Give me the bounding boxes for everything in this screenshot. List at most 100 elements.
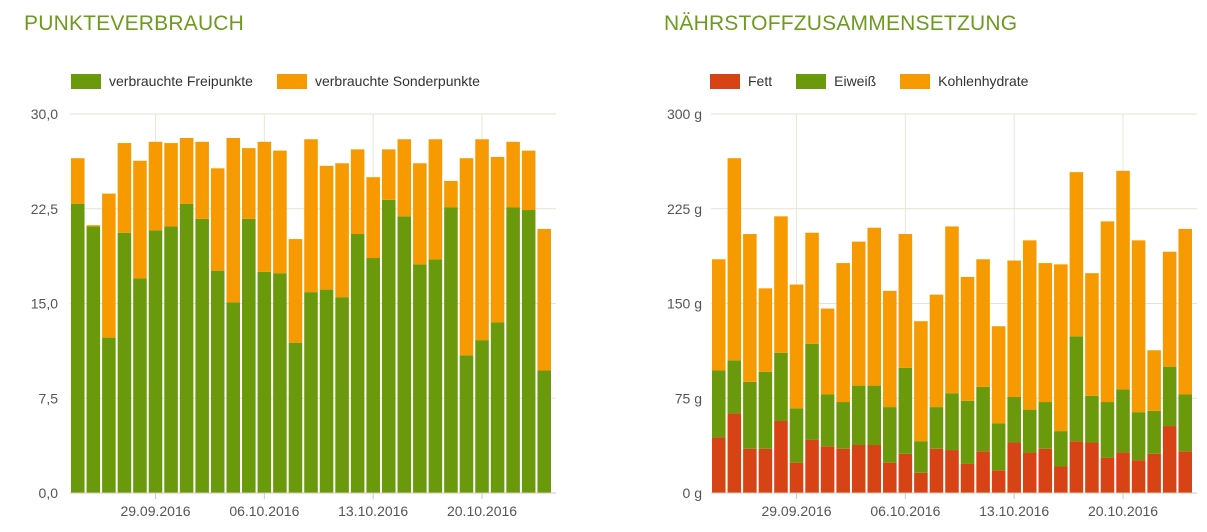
points-bar-base-segment[interactable] [521,210,536,493]
points-bar-base-segment[interactable] [537,370,551,493]
points-bar-stack-segment[interactable] [335,163,349,298]
nutrients-bar-stack-segment[interactable] [1022,240,1037,410]
nutrients-bar-stack-segment[interactable] [960,400,975,464]
nutrients-bar-stack-segment[interactable] [1147,410,1161,454]
nutrients-bar-base-segment[interactable] [1178,451,1192,493]
nutrients-bar-stack-segment[interactable] [851,241,866,386]
points-bar-stack-segment[interactable] [288,239,303,343]
points-bar-base-segment[interactable] [71,203,85,494]
points-bar-base-segment[interactable] [133,278,147,493]
nutrients-bar-stack-segment[interactable] [914,321,928,442]
nutrients-bar-base-segment[interactable] [727,413,742,493]
points-bar-stack-segment[interactable] [490,156,505,323]
nutrients-bar-base-segment[interactable] [789,462,804,493]
nutrients-bar-base-segment[interactable] [991,470,1006,493]
legend-item-free-points[interactable]: verbrauchte Freipunkte [71,73,253,89]
nutrients-bar-base-segment[interactable] [960,463,975,493]
points-bar-base-segment[interactable] [210,270,225,493]
nutrients-bar-base-segment[interactable] [1116,452,1130,493]
points-bar-stack-segment[interactable] [537,228,551,371]
points-bar-base-segment[interactable] [164,226,178,494]
nutrients-bar-stack-segment[interactable] [1178,394,1192,452]
points-bar-stack-segment[interactable] [304,139,318,293]
nutrients-bar-stack-segment[interactable] [1131,240,1146,413]
nutrients-bar-stack-segment[interactable] [1007,260,1021,397]
nutrients-bar-base-segment[interactable] [867,444,882,493]
nutrients-bar-base-segment[interactable] [774,420,788,493]
nutrients-bar-stack-segment[interactable] [1069,336,1084,442]
points-bar-stack-segment[interactable] [459,158,474,356]
points-bar-stack-segment[interactable] [381,149,396,200]
nutrients-bar-stack-segment[interactable] [867,227,882,386]
nutrients-bar-stack-segment[interactable] [851,385,866,445]
points-bar-stack-segment[interactable] [413,163,427,265]
nutrients-bar-stack-segment[interactable] [727,360,742,414]
nutrients-bar-stack-segment[interactable] [1085,273,1099,396]
points-bar-stack-segment[interactable] [257,141,272,272]
nutrients-bar-stack-segment[interactable] [820,308,835,395]
points-bar-base-segment[interactable] [304,292,318,493]
nutrients-bar-stack-segment[interactable] [758,288,773,372]
nutrients-bar-base-segment[interactable] [1085,442,1099,493]
nutrients-bar-stack-segment[interactable] [1022,409,1037,453]
nutrients-bar-base-segment[interactable] [820,446,835,493]
nutrients-bar-base-segment[interactable] [914,472,928,493]
nutrients-bar-stack-segment[interactable] [805,232,819,344]
nutrients-bar-stack-segment[interactable] [898,234,913,368]
nutrients-bar-stack-segment[interactable] [1069,172,1084,337]
nutrients-bar-base-segment[interactable] [851,444,866,493]
nutrients-bar-stack-segment[interactable] [960,276,975,401]
nutrients-bar-stack-segment[interactable] [805,343,819,440]
nutrients-bar-stack-segment[interactable] [789,408,804,463]
points-bar-base-segment[interactable] [413,264,427,493]
points-bar-base-segment[interactable] [444,207,458,493]
nutrients-bar-stack-segment[interactable] [1162,251,1177,367]
nutrients-bar-stack-segment[interactable] [1147,350,1161,411]
nutrients-bar-stack-segment[interactable] [883,290,897,408]
nutrients-bar-base-segment[interactable] [1147,453,1161,493]
nutrients-bar-stack-segment[interactable] [1162,366,1177,427]
nutrients-bar-stack-segment[interactable] [1054,264,1068,432]
points-bar-stack-segment[interactable] [366,177,380,259]
legend-item-protein[interactable]: Eiweiß [796,73,876,89]
points-bar-base-segment[interactable] [366,258,380,493]
points-bar-stack-segment[interactable] [226,138,241,303]
nutrients-bar-stack-segment[interactable] [1116,389,1130,453]
nutrients-bar-stack-segment[interactable] [976,386,990,452]
points-bar-base-segment[interactable] [195,218,209,493]
nutrients-bar-stack-segment[interactable] [883,407,897,463]
nutrients-bar-base-segment[interactable] [712,437,726,493]
points-bar-base-segment[interactable] [257,271,272,493]
points-bar-stack-segment[interactable] [428,139,443,260]
nutrients-bar-stack-segment[interactable] [789,284,804,409]
legend-item-carbs[interactable]: Kohlenhydrate [900,73,1028,89]
points-bar-stack-segment[interactable] [117,143,132,233]
points-bar-base-segment[interactable] [475,340,489,493]
nutrients-bar-stack-segment[interactable] [976,259,990,387]
nutrients-bar-base-segment[interactable] [1162,426,1177,493]
points-bar-base-segment[interactable] [226,302,241,493]
points-bar-stack-segment[interactable] [273,150,287,274]
nutrients-bar-stack-segment[interactable] [1116,170,1130,390]
points-bar-stack-segment[interactable] [444,180,458,208]
points-bar-stack-segment[interactable] [179,138,194,204]
nutrients-bar-stack-segment[interactable] [836,402,850,449]
points-bar-base-segment[interactable] [428,259,443,493]
nutrients-bar-base-segment[interactable] [1069,441,1084,493]
points-bar-base-segment[interactable] [273,273,287,493]
nutrients-bar-stack-segment[interactable] [1131,412,1146,461]
points-bar-stack-segment[interactable] [242,148,256,219]
nutrients-bar-stack-segment[interactable] [1100,402,1115,458]
nutrients-bar-stack-segment[interactable] [1085,395,1099,443]
nutrients-bar-stack-segment[interactable] [712,370,726,438]
points-bar-stack-segment[interactable] [521,150,536,211]
nutrients-bar-stack-segment[interactable] [867,385,882,445]
nutrients-bar-stack-segment[interactable] [1100,221,1115,403]
nutrients-bar-base-segment[interactable] [945,450,959,493]
nutrients-bar-stack-segment[interactable] [914,441,928,473]
nutrients-bar-stack-segment[interactable] [1038,263,1053,403]
points-bar-stack-segment[interactable] [397,139,412,217]
points-bar-stack-segment[interactable] [133,160,147,279]
points-bar-stack-segment[interactable] [210,168,225,271]
points-bar-base-segment[interactable] [381,199,396,493]
